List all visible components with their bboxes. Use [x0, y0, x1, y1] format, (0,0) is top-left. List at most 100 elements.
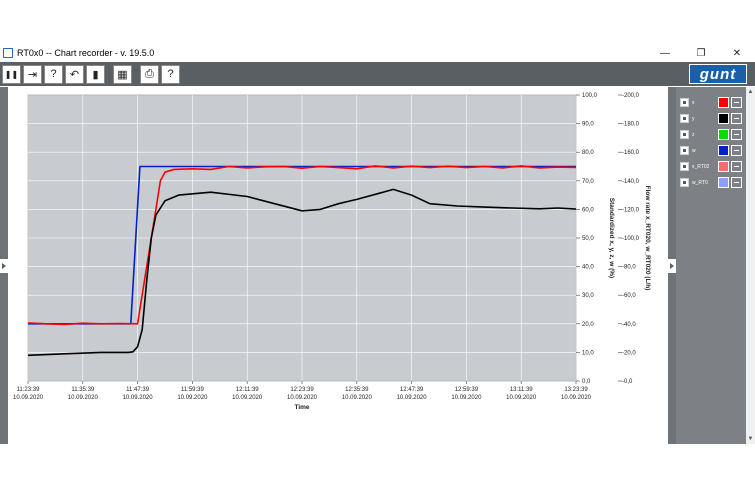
legend-panel: x y z w x_RT02 w_RT0 — [676, 87, 746, 444]
delete-button[interactable]: ▮ — [86, 64, 105, 84]
y2-tick-label: -60,0 — [622, 293, 636, 299]
legend-label: x — [692, 99, 695, 106]
y1-tick-label: 60,0 — [582, 207, 594, 213]
legend-color-swatch[interactable] — [718, 97, 729, 108]
maximize-button[interactable]: ❐ — [696, 47, 706, 59]
export-icon: ⇥ — [27, 68, 38, 81]
y2-tick-label: -80,0 — [622, 265, 636, 271]
y2-tick-label: -200,0 — [622, 93, 640, 99]
legend-color-swatch[interactable] — [718, 113, 729, 124]
scale-query-button[interactable]: ? — [44, 64, 63, 84]
x-tick-date-label: 10.09.2020 — [451, 395, 482, 401]
legend-style-menu-icon[interactable] — [731, 113, 742, 124]
undo-button[interactable]: ↶ — [65, 64, 84, 84]
legend-item: x — [680, 96, 746, 109]
y1-tick-label: 30,0 — [582, 293, 594, 299]
chart-area: 0,0 10,0 20,0 30,0 40,0 50,0 60,0 70,0 80,0 90,0 1… — [8, 87, 668, 444]
left-panel-collapse[interactable] — [0, 87, 8, 444]
legend-checkbox[interactable] — [680, 130, 689, 139]
y2-tick-label: -120,0 — [622, 207, 640, 213]
x-tick-date-label: 10.09.2020 — [287, 395, 318, 401]
scroll-up-icon[interactable]: ▲ — [747, 89, 754, 95]
x-tick-date-label: 10.09.2020 — [342, 395, 373, 401]
legend-style-menu-icon[interactable] — [731, 97, 742, 108]
legend-label: z — [692, 131, 695, 138]
grid-button[interactable]: ▦ — [113, 64, 132, 84]
legend-label: x_RT02 — [692, 163, 710, 170]
x-tick-time-label: 12:35:39 — [345, 387, 369, 393]
legend-checkbox[interactable] — [680, 98, 689, 107]
y2-axis-label: Flow rate x_RT020, w_RT020 (L/h) — [644, 186, 651, 291]
legend-checkbox[interactable] — [680, 178, 689, 187]
y2-tick-label: -160,0 — [622, 150, 640, 156]
x-tick-date-label: 10.09.2020 — [561, 395, 592, 401]
close-button[interactable]: ✕ — [732, 47, 742, 59]
gunt-logo: gunt — [689, 64, 747, 84]
print-button[interactable]: ⎙ — [140, 64, 159, 84]
y1-tick-label: 10,0 — [582, 350, 594, 356]
legend-item: x_RT02 — [680, 160, 746, 173]
y1-tick-label: 50,0 — [582, 236, 594, 242]
help-button[interactable]: ? — [161, 64, 180, 84]
y1-tick-label: 0,0 — [582, 379, 591, 385]
y1-tick-label: 90,0 — [582, 122, 594, 128]
y2-tick-label: -180,0 — [622, 122, 640, 128]
window-controls: — ❐ ✕ — [647, 44, 755, 62]
y2-tick-label: -100,0 — [622, 236, 640, 242]
app-icon — [3, 48, 13, 58]
legend-item: z — [680, 128, 746, 141]
x-tick-time-label: 13:11:39 — [510, 387, 534, 393]
x-tick-time-label: 11:35:39 — [71, 387, 95, 393]
x-tick-date-label: 10.09.2020 — [68, 395, 99, 401]
legend-checkbox[interactable] — [680, 114, 689, 123]
y1-tick-label: 100,0 — [582, 93, 598, 99]
x-tick-time-label: 11:47:39 — [126, 387, 150, 393]
print-icon: ⎙ — [145, 67, 154, 80]
legend-style-menu-icon[interactable] — [731, 177, 742, 188]
pause-button[interactable]: ❚❚ — [2, 64, 21, 84]
window-title: RT0x0 -- Chart recorder - v. 19.5.0 — [17, 48, 155, 58]
legend-checkbox[interactable] — [680, 162, 689, 171]
legend-style-menu-icon[interactable] — [731, 145, 742, 156]
legend-item: y — [680, 112, 746, 125]
vertical-scrollbar[interactable]: ▲ ▼ — [746, 87, 755, 444]
scroll-down-icon[interactable]: ▼ — [747, 436, 754, 442]
legend-style-menu-icon[interactable] — [731, 129, 742, 140]
legend-color-swatch[interactable] — [718, 145, 729, 156]
minimize-button[interactable]: — — [660, 47, 670, 59]
legend-color-swatch[interactable] — [718, 161, 729, 172]
x-tick-time-label: 11:59:39 — [181, 387, 205, 393]
trash-icon: ▮ — [92, 68, 99, 81]
legend-checkbox[interactable] — [680, 146, 689, 155]
legend-color-swatch[interactable] — [718, 129, 729, 140]
legend-label: y — [692, 115, 695, 122]
expand-left-handle-icon[interactable] — [0, 259, 8, 273]
x-tick-time-label: 12:11:39 — [236, 387, 260, 393]
right-panel-collapse[interactable] — [668, 87, 676, 444]
y1-tick-label: 70,0 — [582, 179, 594, 185]
series-line-1 — [27, 165, 577, 326]
y2-tick-label: -20,0 — [622, 350, 636, 356]
x-tick-time-label: 11:23:39 — [17, 387, 41, 393]
y1-axis-label: Standardized x, y, z, w (%) — [608, 198, 615, 278]
help-icon: ? — [167, 68, 174, 80]
x-axis-label: Time — [294, 404, 309, 411]
x-tick-date-label: 10.09.2020 — [123, 395, 154, 401]
undo-icon: ↶ — [69, 68, 80, 81]
y2-tick-label: -40,0 — [622, 322, 636, 328]
export-button[interactable]: ⇥ — [23, 64, 42, 84]
series-line-2 — [27, 188, 577, 357]
y2-tick-label: -0,0 — [622, 379, 633, 385]
y1-tick-label: 80,0 — [582, 150, 594, 156]
x-tick-time-label: 12:47:39 — [400, 387, 424, 393]
x-tick-date-label: 10.09.2020 — [506, 395, 537, 401]
legend-style-menu-icon[interactable] — [731, 161, 742, 172]
legend-label: w — [692, 147, 696, 154]
x-tick-time-label: 13:23:39 — [564, 387, 588, 393]
legend-label: w_RT0 — [692, 179, 708, 186]
title-bar: RT0x0 -- Chart recorder - v. 19.5.0 — ❐ … — [0, 44, 755, 62]
x-tick-date-label: 10.09.2020 — [397, 395, 428, 401]
legend-color-swatch[interactable] — [718, 177, 729, 188]
chart-recorder-window: RT0x0 -- Chart recorder - v. 19.5.0 — ❐ … — [0, 44, 755, 444]
expand-right-handle-icon[interactable] — [668, 259, 676, 273]
